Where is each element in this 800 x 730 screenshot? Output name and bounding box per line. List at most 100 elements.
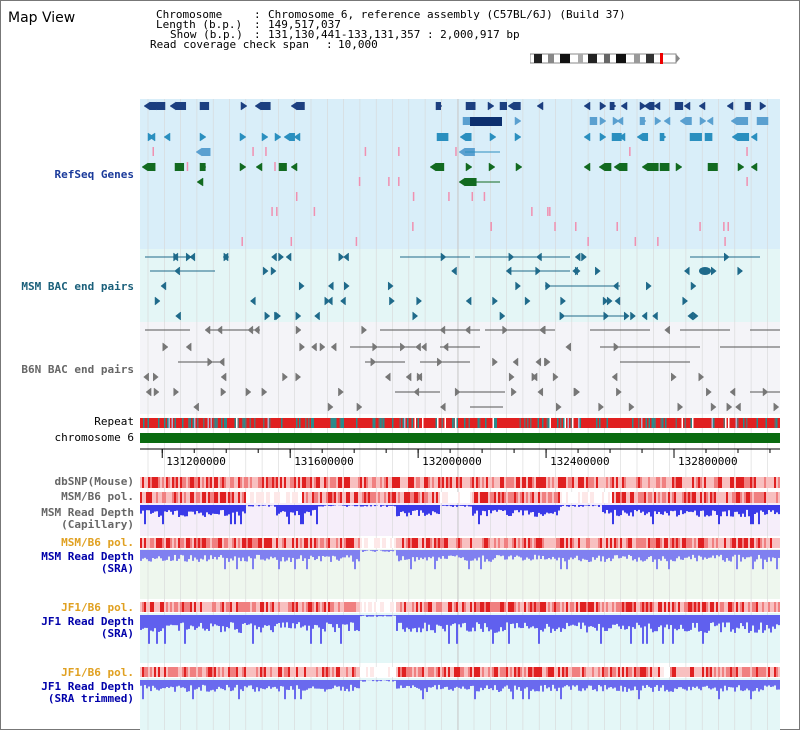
feature-arrow xyxy=(618,132,626,142)
length-value: 149,517,037 xyxy=(268,18,341,31)
refseq-features xyxy=(141,101,769,246)
feature-arrow xyxy=(240,101,248,111)
feature-arrow xyxy=(556,402,562,412)
feature-arrow xyxy=(405,372,412,382)
feature-arrow xyxy=(512,357,519,367)
chromosome-ideogram[interactable] xyxy=(530,53,680,65)
jf1-read-depth-trim-label[interactable]: JF1 Read Depth (SRA trimmed) xyxy=(41,680,134,705)
refseq-genes-label[interactable]: RefSeq Genes xyxy=(54,168,134,181)
feature-arrow xyxy=(639,101,647,111)
feature-arrow xyxy=(492,296,498,306)
feature-arrow xyxy=(487,101,495,111)
chromosome-bar xyxy=(140,433,780,443)
feature-arrow xyxy=(641,311,648,321)
feature-arrow xyxy=(326,296,333,306)
feature-arrow xyxy=(599,132,607,142)
feature-arrow xyxy=(185,342,192,352)
msm-bac-label[interactable]: MSM BAC end pairs xyxy=(21,280,134,293)
feature-arrow xyxy=(613,342,620,352)
feature-arrow xyxy=(173,387,180,397)
feature-arrow xyxy=(692,311,699,321)
show-value: 131,130,441-133,131,357 : 2,000,917 bp xyxy=(268,28,520,41)
coverage-value: 10,000 xyxy=(338,38,378,51)
repeat-label[interactable]: Repeat xyxy=(94,415,134,428)
feature-arrow xyxy=(710,402,717,412)
feature-arrow xyxy=(275,311,282,321)
feature-arrow xyxy=(216,325,223,335)
dbsnp-label[interactable]: dbSNP(Mouse) xyxy=(54,475,134,488)
feature-arrow xyxy=(262,266,269,276)
feature-arrow xyxy=(737,162,745,172)
b6n-bac-features xyxy=(143,325,780,412)
feature-arrow xyxy=(602,296,609,306)
feature-arrow xyxy=(565,342,571,352)
feature-arrow xyxy=(282,372,288,382)
msm-b6-pol-label-2[interactable]: MSM/B6 pol. xyxy=(61,536,134,549)
feature-arrow xyxy=(338,387,344,397)
feature-arrow xyxy=(514,116,522,126)
feature-arrow xyxy=(773,402,780,412)
feature-arrow xyxy=(153,387,160,397)
feature-arrow xyxy=(454,387,461,397)
feature-arrow xyxy=(465,162,473,172)
feature-arrow xyxy=(737,266,744,276)
feature-arrow xyxy=(175,311,181,321)
feature-arrow xyxy=(759,101,767,111)
feature-arrow xyxy=(652,311,658,321)
chromosome-label-track[interactable]: chromosome 6 xyxy=(54,431,134,444)
feature-arrow xyxy=(706,116,714,126)
chromosome-value: Chromosome 6, reference assembly (C57BL/… xyxy=(268,8,626,21)
feature-arrow xyxy=(343,252,349,262)
jf1-b6-pol-label-2[interactable]: JF1/B6 pol. xyxy=(61,666,134,679)
feature-arrow xyxy=(327,402,334,412)
feature-arrow xyxy=(677,402,684,412)
feature-arrow xyxy=(599,116,607,126)
jf1-b6-pol-label-1[interactable]: JF1/B6 pol. xyxy=(61,601,134,614)
msm-b6-pol-label-1[interactable]: MSM/B6 pol. xyxy=(61,490,134,503)
feature-arrow xyxy=(148,162,156,172)
feature-arrow xyxy=(253,325,260,335)
jf1-read-depth-sra-label[interactable]: JF1 Read Depth (SRA) xyxy=(41,615,134,640)
feature-arrow xyxy=(515,162,523,172)
feature-arrow xyxy=(682,296,689,306)
feature-arrow xyxy=(207,357,214,367)
feature-arrow xyxy=(464,325,471,335)
feature-arrow xyxy=(416,296,423,306)
axis-tick-label: 131200000 xyxy=(166,455,226,468)
feature-arrow xyxy=(653,101,661,111)
b6n-bac-label[interactable]: B6N BAC end pairs xyxy=(21,363,134,376)
feature-arrow xyxy=(574,266,581,276)
feature-arrow xyxy=(630,311,636,321)
feature-arrow xyxy=(514,132,522,142)
feature-arrow xyxy=(295,311,302,321)
feature-arrow xyxy=(264,311,271,321)
feature-arrow xyxy=(762,387,769,397)
feature-arrow xyxy=(162,342,169,352)
feature-arrow xyxy=(344,281,350,291)
feature-arrow xyxy=(598,402,604,412)
feature-arrow xyxy=(437,357,443,367)
feature-arrow xyxy=(400,342,406,352)
msm-read-depth-sra-label[interactable]: MSM Read Depth (SRA) xyxy=(41,550,134,575)
feature-arrow xyxy=(274,132,282,142)
feature-arrow xyxy=(646,281,652,291)
feature-arrow xyxy=(295,372,302,382)
feature-arrow xyxy=(663,116,671,126)
feature-arrow xyxy=(160,281,167,291)
feature-arrow xyxy=(261,132,269,142)
feature-arrow xyxy=(278,252,284,262)
feature-arrow xyxy=(416,372,423,382)
feature-arrow xyxy=(698,101,706,111)
feature-arrow xyxy=(220,372,227,382)
page-title: Map View xyxy=(8,10,76,26)
b6n-bac-track-bg xyxy=(140,322,780,414)
feature-arrow xyxy=(247,325,254,335)
feature-arrow xyxy=(220,387,227,397)
msm-read-depth-cap-label[interactable]: MSM Read Depth (Capillary) xyxy=(41,506,134,531)
feature-arrow xyxy=(544,357,551,367)
feature-arrow xyxy=(535,357,542,367)
feature-arrow xyxy=(154,296,161,306)
feature-arrow xyxy=(502,325,508,335)
feature-arrow xyxy=(330,342,337,352)
